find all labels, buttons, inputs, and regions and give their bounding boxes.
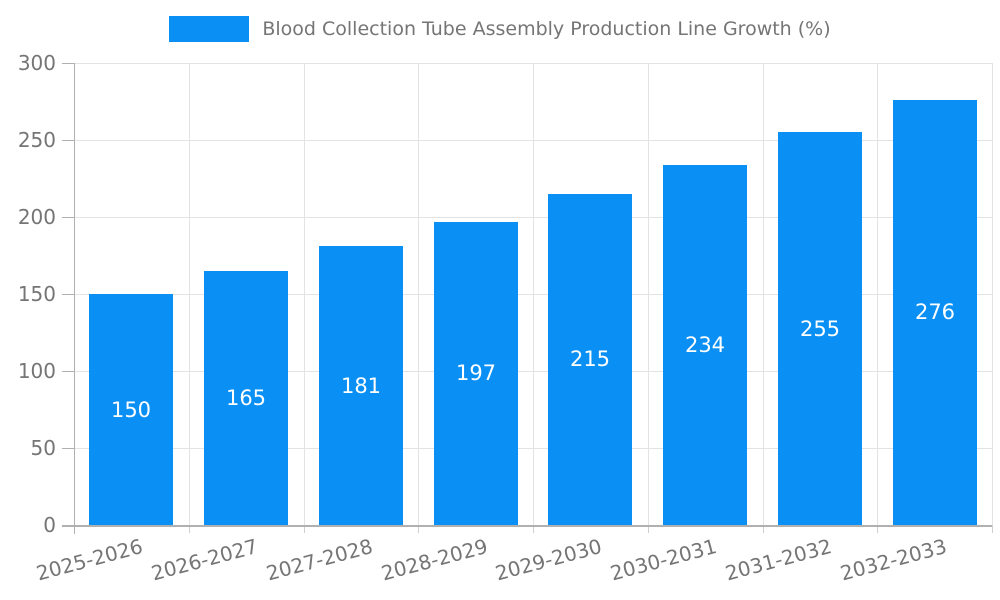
legend: Blood Collection Tube Assembly Productio… xyxy=(0,16,1000,42)
y-tick-label: 200 xyxy=(17,205,56,229)
legend-label: Blood Collection Tube Assembly Productio… xyxy=(262,18,831,40)
x-gridline xyxy=(188,63,190,525)
y-tick-label: 300 xyxy=(17,51,56,75)
bar: 150 xyxy=(89,294,173,525)
bar-value-label: 234 xyxy=(684,332,726,357)
y-tick xyxy=(62,140,74,141)
bar: 234 xyxy=(663,164,747,525)
bar: 255 xyxy=(778,132,862,525)
y-tick xyxy=(62,294,74,295)
y-tick-label: 50 xyxy=(30,436,56,460)
x-gridline xyxy=(303,63,305,525)
legend-item[interactable]: Blood Collection Tube Assembly Productio… xyxy=(169,16,831,42)
bar-value-label: 197 xyxy=(455,361,497,386)
x-gridline xyxy=(418,63,420,525)
bar-value-label: 255 xyxy=(799,316,841,341)
y-tick-label: 0 xyxy=(43,513,56,537)
y-tick-label: 150 xyxy=(17,282,56,306)
x-tick xyxy=(418,525,420,533)
y-tick xyxy=(62,63,74,64)
y-tick xyxy=(62,217,74,218)
x-gridline xyxy=(877,63,879,525)
bar-value-label: 165 xyxy=(225,385,267,410)
bar: 181 xyxy=(319,246,403,525)
x-gridline xyxy=(533,63,534,525)
x-tick xyxy=(762,525,764,533)
x-gridline xyxy=(992,63,993,525)
x-gridline xyxy=(647,63,649,525)
bar: 215 xyxy=(548,193,632,525)
legend-swatch xyxy=(169,16,250,42)
y-tick xyxy=(62,448,74,449)
x-tick xyxy=(992,525,993,533)
y-tick-label: 100 xyxy=(17,359,56,383)
y-axis-line xyxy=(74,63,75,534)
x-tick xyxy=(647,525,649,533)
bar: 165 xyxy=(204,270,288,525)
x-tick xyxy=(877,525,879,533)
bar: 197 xyxy=(434,221,518,525)
x-tick xyxy=(188,525,190,533)
x-tick xyxy=(533,525,534,533)
x-axis-line xyxy=(62,525,992,527)
x-gridline xyxy=(762,63,764,525)
bar: 276 xyxy=(893,99,977,525)
y-tick xyxy=(62,371,74,372)
x-tick xyxy=(303,525,305,533)
bar-value-label: 150 xyxy=(110,397,152,422)
bar-value-label: 215 xyxy=(569,347,611,372)
bar-value-label: 181 xyxy=(340,373,382,398)
bar-value-label: 276 xyxy=(914,300,956,325)
y-tick-label: 250 xyxy=(17,128,56,152)
